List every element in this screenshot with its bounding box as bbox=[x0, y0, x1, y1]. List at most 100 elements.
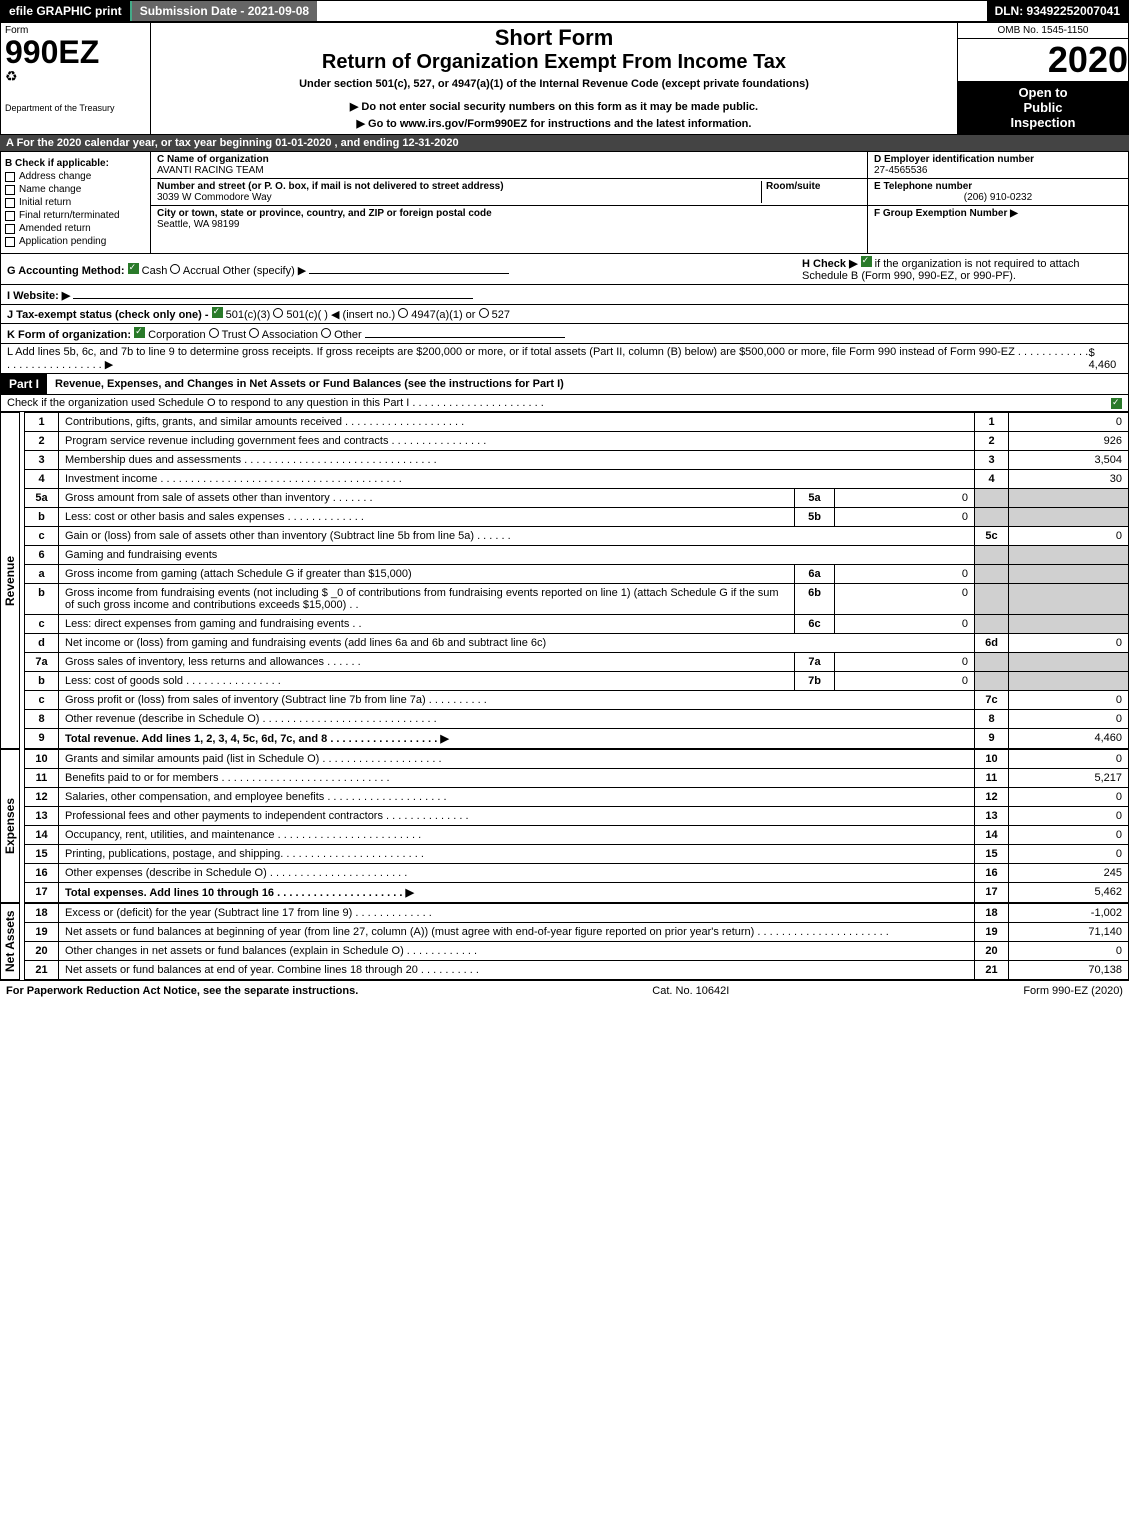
checkbox-corp-icon[interactable] bbox=[134, 327, 145, 338]
checkbox-icon[interactable] bbox=[5, 224, 15, 234]
checkbox-cash-icon[interactable] bbox=[128, 263, 139, 274]
checkbox-icon[interactable] bbox=[5, 211, 15, 221]
recycle-icon: ♻ bbox=[5, 68, 146, 85]
j-4947: 4947(a)(1) or bbox=[411, 309, 475, 321]
g-other-line[interactable] bbox=[309, 262, 509, 274]
line-amt: 30 bbox=[1009, 470, 1129, 489]
checkbox-other-icon[interactable] bbox=[321, 328, 331, 338]
part1-check-text: Check if the organization used Schedule … bbox=[7, 397, 544, 409]
line-num: 20 bbox=[25, 942, 59, 961]
line-19: 19Net assets or fund balances at beginni… bbox=[25, 923, 1129, 942]
website-line[interactable] bbox=[73, 287, 473, 299]
line-desc: Less: cost of goods sold . . . . . . . .… bbox=[59, 672, 795, 691]
checkbox-icon[interactable] bbox=[5, 198, 15, 208]
line-desc: Less: cost or other basis and sales expe… bbox=[59, 508, 795, 527]
line-amt: -1,002 bbox=[1009, 904, 1129, 923]
org-name-cell: C Name of organization AVANTI RACING TEA… bbox=[151, 152, 867, 179]
line-11: 11Benefits paid to or for members . . . … bbox=[25, 769, 1129, 788]
netassets-table: 18Excess or (deficit) for the year (Subt… bbox=[24, 903, 1129, 980]
box-b: B Check if applicable: Address change Na… bbox=[1, 152, 151, 253]
checkbox-trust-icon[interactable] bbox=[209, 328, 219, 338]
title-short: Short Form bbox=[155, 25, 953, 51]
line-amt: 0 bbox=[1009, 826, 1129, 845]
line-18: 18Excess or (deficit) for the year (Subt… bbox=[25, 904, 1129, 923]
chk-final-return[interactable]: Final return/terminated bbox=[5, 210, 146, 221]
line-amt: 3,504 bbox=[1009, 451, 1129, 470]
line-lnum: 1 bbox=[975, 413, 1009, 432]
shade bbox=[1009, 565, 1129, 584]
checkbox-accrual-icon[interactable] bbox=[170, 264, 180, 274]
goto-link[interactable]: ▶ Go to www.irs.gov/Form990EZ for instru… bbox=[155, 117, 953, 130]
line-amt: 926 bbox=[1009, 432, 1129, 451]
line-lnum: 15 bbox=[975, 845, 1009, 864]
line-desc: Net assets or fund balances at beginning… bbox=[59, 923, 975, 942]
chk-amended-return[interactable]: Amended return bbox=[5, 223, 146, 234]
line-amt: 0 bbox=[1009, 750, 1129, 769]
line-13: 13Professional fees and other payments t… bbox=[25, 807, 1129, 826]
line-6c: cLess: direct expenses from gaming and f… bbox=[25, 615, 1129, 634]
footer-mid: Cat. No. 10642I bbox=[652, 985, 729, 997]
line-desc: Other revenue (describe in Schedule O) .… bbox=[59, 710, 975, 729]
phone-value: (206) 910-0232 bbox=[874, 192, 1122, 203]
line-desc: Gross income from gaming (attach Schedul… bbox=[59, 565, 795, 584]
line-lnum: 21 bbox=[975, 961, 1009, 980]
line-amt: 0 bbox=[1009, 413, 1129, 432]
line-desc: Net assets or fund balances at end of ye… bbox=[59, 961, 975, 980]
checkbox-h-icon[interactable] bbox=[861, 256, 872, 267]
line-num: 6 bbox=[25, 546, 59, 565]
line-2: 2Program service revenue including gover… bbox=[25, 432, 1129, 451]
line-desc: Excess or (deficit) for the year (Subtra… bbox=[59, 904, 975, 923]
k-other-line[interactable] bbox=[365, 326, 565, 338]
h-schedule-b: H Check ▶ if the organization is not req… bbox=[802, 256, 1122, 282]
org-name: AVANTI RACING TEAM bbox=[157, 165, 264, 176]
checkbox-part1-icon[interactable] bbox=[1111, 398, 1122, 409]
chk-application-pending[interactable]: Application pending bbox=[5, 236, 146, 247]
chk-initial-return[interactable]: Initial return bbox=[5, 197, 146, 208]
shade bbox=[1009, 653, 1129, 672]
line-5b: bLess: cost or other basis and sales exp… bbox=[25, 508, 1129, 527]
part1-label: Part I bbox=[1, 374, 47, 394]
checkbox-assoc-icon[interactable] bbox=[249, 328, 259, 338]
line-lnum: 13 bbox=[975, 807, 1009, 826]
checkbox-icon[interactable] bbox=[5, 172, 15, 182]
checkbox-527-icon[interactable] bbox=[479, 308, 489, 318]
footer-right: Form 990-EZ (2020) bbox=[1023, 985, 1123, 997]
line-desc: Less: direct expenses from gaming and fu… bbox=[59, 615, 795, 634]
chk-address-change[interactable]: Address change bbox=[5, 171, 146, 182]
checkbox-icon[interactable] bbox=[5, 185, 15, 195]
chk-name-change[interactable]: Name change bbox=[5, 184, 146, 195]
netassets-side-label: Net Assets bbox=[0, 903, 20, 980]
city-value: Seattle, WA 98199 bbox=[157, 219, 239, 230]
accounting-method: G Accounting Method: Cash Accrual Other … bbox=[7, 262, 509, 277]
checkbox-501c-icon[interactable] bbox=[273, 308, 283, 318]
footer: For Paperwork Reduction Act Notice, see … bbox=[0, 980, 1129, 1001]
revenue-side: Revenue bbox=[0, 412, 24, 749]
checkbox-501c3-icon[interactable] bbox=[212, 307, 223, 318]
revenue-block: Revenue 1Contributions, gifts, grants, a… bbox=[0, 412, 1129, 749]
line-17: 17Total expenses. Add lines 10 through 1… bbox=[25, 883, 1129, 903]
line-amt: 0 bbox=[1009, 710, 1129, 729]
checkbox-4947-icon[interactable] bbox=[398, 308, 408, 318]
top-bar: efile GRAPHIC print Submission Date - 20… bbox=[0, 0, 1129, 22]
line-20: 20Other changes in net assets or fund ba… bbox=[25, 942, 1129, 961]
line-num: c bbox=[25, 615, 59, 634]
line-num: 10 bbox=[25, 750, 59, 769]
row-g-h: G Accounting Method: Cash Accrual Other … bbox=[0, 254, 1129, 285]
line-9: 9Total revenue. Add lines 1, 2, 3, 4, 5c… bbox=[25, 729, 1129, 749]
line-num: 7a bbox=[25, 653, 59, 672]
checkbox-icon[interactable] bbox=[5, 237, 15, 247]
street-value: 3039 W Commodore Way bbox=[157, 192, 272, 203]
line-lnum: 10 bbox=[975, 750, 1009, 769]
box-c: C Name of organization AVANTI RACING TEA… bbox=[151, 152, 868, 253]
line-desc: Occupancy, rent, utilities, and maintena… bbox=[59, 826, 975, 845]
line-desc: Total expenses. Add lines 10 through 16 … bbox=[59, 883, 975, 903]
city-label: City or town, state or province, country… bbox=[157, 208, 492, 219]
line-14: 14Occupancy, rent, utilities, and mainte… bbox=[25, 826, 1129, 845]
sub-amt: 0 bbox=[835, 615, 975, 634]
line-desc: Gain or (loss) from sale of assets other… bbox=[59, 527, 975, 546]
line-num: 11 bbox=[25, 769, 59, 788]
shade bbox=[1009, 546, 1129, 565]
line-lnum: 12 bbox=[975, 788, 1009, 807]
line-10: 10Grants and similar amounts paid (list … bbox=[25, 750, 1129, 769]
efile-print-button[interactable]: efile GRAPHIC print bbox=[1, 1, 132, 21]
